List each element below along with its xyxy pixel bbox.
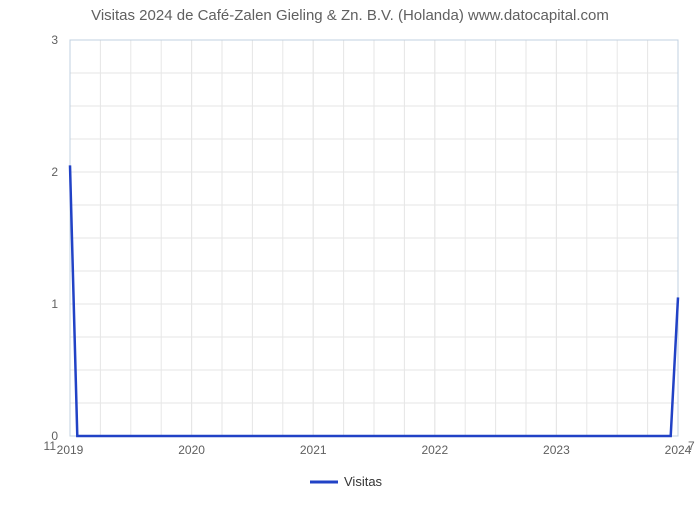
- x-tick-label: 2019: [57, 443, 84, 457]
- y-tick-label: 1: [51, 297, 58, 311]
- footnote-left: 11: [44, 439, 57, 453]
- visits-line-chart: Visitas 2024 de Café-Zalen Gieling & Zn.…: [0, 0, 700, 500]
- x-tick-label: 2021: [300, 443, 327, 457]
- footnote-right: 7: [688, 439, 695, 453]
- legend-label: Visitas: [344, 474, 383, 489]
- chart-background: [0, 0, 700, 500]
- y-tick-label: 2: [51, 165, 58, 179]
- x-tick-label: 2023: [543, 443, 570, 457]
- x-tick-label: 2020: [178, 443, 205, 457]
- x-tick-label: 2022: [421, 443, 448, 457]
- y-tick-label: 3: [51, 33, 58, 47]
- grid: [70, 40, 678, 436]
- chart-title: Visitas 2024 de Café-Zalen Gieling & Zn.…: [91, 7, 609, 24]
